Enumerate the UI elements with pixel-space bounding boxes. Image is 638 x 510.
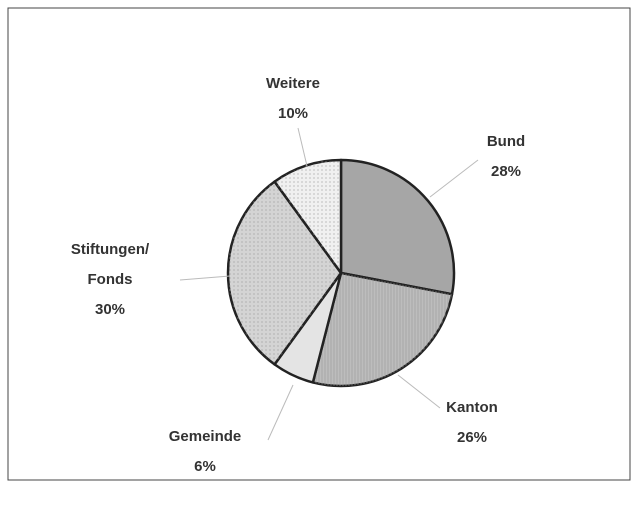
label-line: Bund (487, 133, 525, 150)
value-label: 28% (491, 163, 521, 180)
slice-label: Gemeinde (169, 428, 242, 445)
label-line: Fonds (88, 271, 133, 288)
leader-line (179, 275, 231, 281)
value-label: 30% (95, 301, 125, 318)
pie-slice (339, 158, 456, 296)
slice-label: Bund (487, 133, 525, 150)
label-line: Kanton (446, 399, 498, 416)
label-line: Weitere (266, 75, 320, 92)
slice-label: Weitere (266, 75, 320, 92)
value-label: 26% (457, 429, 487, 446)
leader-line (429, 159, 479, 198)
value-label: 6% (194, 458, 216, 475)
leader-line (267, 384, 294, 441)
label-line: Stiftungen/ (71, 241, 150, 258)
leader-line (397, 374, 441, 409)
slice-label: Stiftungen/Fonds (71, 241, 150, 288)
frame (7, 7, 631, 481)
slice-label: Kanton (446, 399, 498, 416)
slice-texture (274, 160, 341, 273)
leader-line (297, 127, 308, 167)
slice-texture (228, 181, 341, 365)
value-label: 10% (278, 105, 308, 122)
label-line: Gemeinde (169, 428, 242, 445)
slice-texture (312, 273, 452, 386)
